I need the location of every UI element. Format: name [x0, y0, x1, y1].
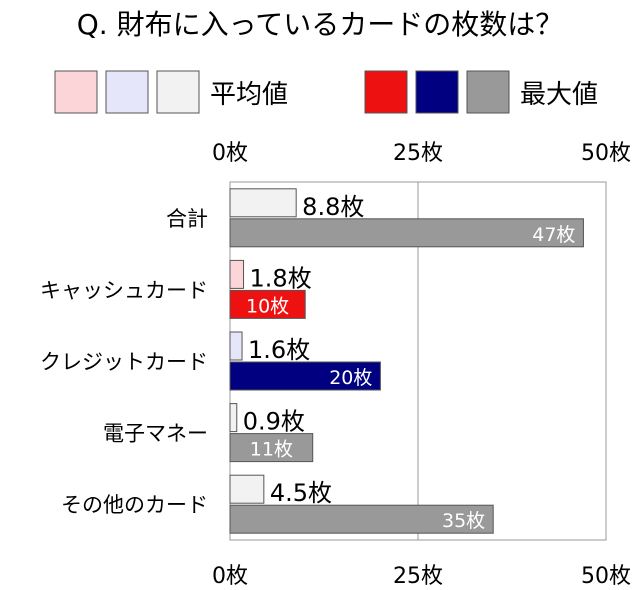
category-label-2: クレジットカード	[40, 350, 208, 374]
bar-max-4	[229, 504, 494, 534]
bar-average-0	[229, 188, 297, 218]
legend-swatch-average-0	[54, 70, 98, 114]
bar-average-1	[229, 259, 245, 289]
legend-label-max: 最大値	[520, 80, 598, 110]
bar-average-2	[229, 331, 243, 361]
x-tick-top-25: 25枚	[393, 141, 443, 166]
x-axis-ticks-top: 0枚 25枚 50枚	[212, 141, 631, 166]
legend-swatch-max-2	[466, 70, 510, 114]
x-axis-ticks-bottom: 0枚 25枚 50枚	[212, 564, 631, 589]
bar-average-3	[229, 403, 238, 433]
legend: 平均値 最大値	[54, 70, 598, 114]
data-label-max-0: 47枚	[532, 224, 575, 246]
x-tick-top-50: 50枚	[581, 141, 631, 166]
data-label-average-1: 1.8枚	[250, 264, 312, 292]
legend-swatch-max-0	[364, 70, 408, 114]
x-tick-bottom-25: 25枚	[393, 564, 443, 589]
legend-swatch-average-1	[105, 70, 149, 114]
legend-swatch-max-1	[415, 70, 459, 114]
data-label-average-0: 8.8枚	[302, 193, 364, 221]
data-label-average-4: 4.5枚	[270, 479, 332, 507]
category-label-4: その他のカード	[61, 493, 208, 517]
data-label-average-3: 0.9枚	[243, 408, 305, 436]
legend-label-average: 平均値	[210, 80, 288, 110]
legend-swatch-average-2	[156, 70, 200, 114]
data-label-max-2: 20枚	[329, 367, 372, 389]
category-label-3: 電子マネー	[103, 422, 208, 446]
x-tick-top-0: 0枚	[212, 141, 248, 166]
bar-max-3	[229, 433, 314, 463]
bar-max-1	[229, 289, 306, 319]
x-tick-bottom-50: 50枚	[581, 564, 631, 589]
chart-title: Q. 財布に入っているカードの枚数は？	[77, 8, 563, 41]
bar-max-2	[229, 361, 381, 391]
bar-max-0	[229, 218, 584, 248]
bar-average-4	[229, 474, 265, 504]
x-tick-bottom-0: 0枚	[212, 564, 248, 589]
data-label-max-4: 35枚	[442, 510, 485, 532]
data-label-max-3: 11枚	[250, 439, 293, 461]
category-label-0: 合計	[166, 207, 208, 231]
data-label-average-2: 1.6枚	[248, 336, 310, 364]
category-label-1: キャッシュカード	[40, 278, 208, 302]
data-label-max-1: 10枚	[246, 295, 289, 317]
